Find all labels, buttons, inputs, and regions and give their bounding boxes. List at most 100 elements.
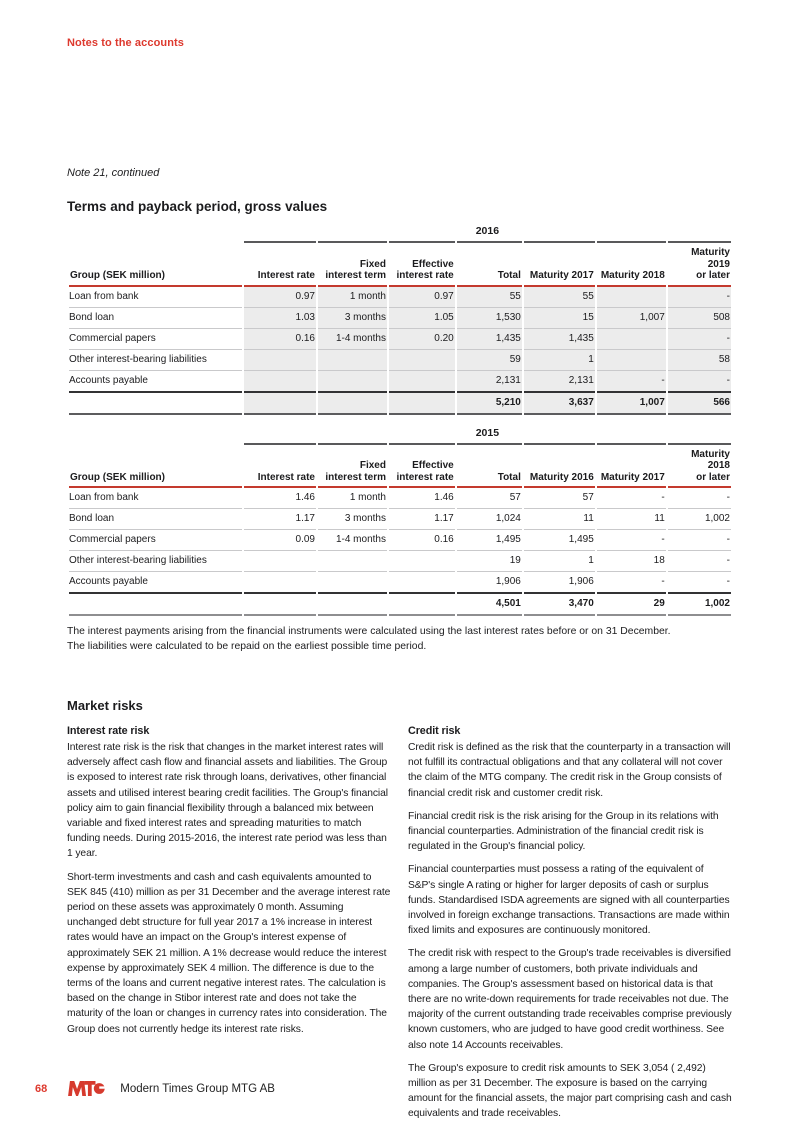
table-row: Loan from bank 1.46 1 month 1.46 57 57- - xyxy=(69,488,731,509)
cell-value: 1,530 xyxy=(456,307,522,329)
row-label: Commercial papers xyxy=(69,530,242,551)
total-value xyxy=(69,390,242,415)
cell-value: 3 months xyxy=(318,509,387,530)
total-value xyxy=(243,592,316,616)
cell-value: 0.97 xyxy=(388,286,455,308)
table-row: Accounts payable 2,131 2,131- - xyxy=(69,370,731,391)
total-value: 29 xyxy=(596,592,666,616)
table-row: Other interest-bearing liabilities 59 1 58 xyxy=(69,349,731,371)
page-footer: 68 Modern Times Group MTG AB xyxy=(35,1080,275,1097)
cell-value: - xyxy=(667,328,731,350)
year-row: 2015 xyxy=(69,427,731,443)
cell-value: 1.17 xyxy=(243,509,316,530)
row-label: Accounts payable xyxy=(69,374,148,386)
row-label: Loan from bank xyxy=(69,287,242,308)
column-header: Maturity 2019 or later xyxy=(667,243,731,287)
cell-value: 2,131 xyxy=(456,370,522,391)
cell-value: 1,906 xyxy=(568,576,594,587)
cell-value: 1.03 xyxy=(243,307,316,329)
cell-value: 1,024 xyxy=(456,509,522,530)
cell-value: 59 xyxy=(456,349,522,371)
total-value xyxy=(318,390,387,415)
total-value xyxy=(69,592,242,616)
cell-value xyxy=(243,551,316,572)
totals-row: 4,501 3,470 29 1,002 xyxy=(69,592,731,616)
table-row: Commercial papers 0.16 1-4 months 0.20 1,435… xyxy=(69,328,731,350)
cell-value xyxy=(596,286,666,308)
column-header: Total xyxy=(456,243,522,287)
cell-value: - xyxy=(596,488,666,509)
interest-rate-risk-column: Interest rate risk Interest rate risk is… xyxy=(67,724,392,1130)
row-label: Accounts payable xyxy=(69,576,148,587)
table-row: Loan from bank 0.97 1 month 0.97 55 55- xyxy=(69,286,731,308)
cell-value: 1 month xyxy=(318,488,387,509)
cell-value: - xyxy=(667,530,731,551)
cell-value xyxy=(244,572,316,592)
cell-value: 0.16 xyxy=(388,530,455,551)
table-note: The interest payments arising from the f… xyxy=(67,624,733,654)
terms-table-2015: 2015 Group (SEK million) Interest rate Fixe… xyxy=(67,427,733,616)
year-label: 2015 xyxy=(475,426,500,439)
row-label: Commercial papers xyxy=(69,329,242,350)
total-value: 5,210 xyxy=(456,390,522,415)
cell-value: 1.17 xyxy=(388,509,455,530)
cell-value: 0.16 xyxy=(243,328,316,350)
cell-value: 1 xyxy=(523,349,595,371)
company-name: Modern Times Group MTG AB xyxy=(120,1082,275,1095)
cell-value: 1,002 xyxy=(667,509,731,530)
cell-value: 1-4 months xyxy=(318,328,387,350)
row-label: Bond loan xyxy=(69,308,242,329)
column-header: Effective interest rate xyxy=(388,445,455,488)
cell-value xyxy=(318,370,387,391)
cell-value xyxy=(243,370,316,391)
column-header: Maturity 2018 xyxy=(596,243,666,287)
cell-value: - xyxy=(661,576,665,587)
cell-value xyxy=(388,370,455,391)
total-value xyxy=(388,592,455,616)
paragraph: Financial credit risk is the risk arisin… xyxy=(408,810,719,853)
row-label: Other interest-bearing liabilities xyxy=(69,551,242,572)
year-rule xyxy=(69,442,731,445)
cell-value: 1-4 months xyxy=(318,530,387,551)
paragraph: The credit risk with respect to the Grou… xyxy=(408,948,732,1051)
cell-value: 2,131 xyxy=(523,370,595,391)
column-header: Group (SEK million) xyxy=(69,243,242,287)
cell-value xyxy=(388,349,455,371)
total-value: 3,470 xyxy=(523,592,595,616)
cell-value xyxy=(318,572,387,592)
credit-risk-heading: Credit risk xyxy=(408,724,461,737)
table-row: Bond loan 1.17 3 months 1.17 1,024 11 11 1,002 xyxy=(69,509,731,530)
paragraph: Financial counterparties must possess a … xyxy=(408,864,730,937)
cell-value xyxy=(596,328,666,350)
cell-value xyxy=(243,349,316,371)
cell-value: 1,906 xyxy=(495,576,521,587)
cell-value: 19 xyxy=(456,551,522,572)
totals-row: 5,210 3,637 1,007 566 xyxy=(69,390,731,415)
cell-value: - xyxy=(596,370,666,391)
year-rule xyxy=(69,241,731,243)
cell-value: - xyxy=(726,576,730,587)
total-value: 3,637 xyxy=(523,390,595,415)
column-header: Interest rate xyxy=(243,445,316,488)
cell-value: - xyxy=(667,286,731,308)
page-content: Terms and payback period, gross values 2… xyxy=(67,199,733,1130)
total-value xyxy=(243,390,316,415)
table-row: Bond loan 1.03 3 months 1.05 1,530 15 1,007 508 xyxy=(69,307,731,329)
cell-value: 15 xyxy=(523,307,595,329)
cell-value: 18 xyxy=(596,551,666,572)
cell-value: 508 xyxy=(667,307,731,329)
cell-value xyxy=(596,349,666,371)
row-label: Other interest-bearing liabilities xyxy=(69,350,242,371)
cell-value xyxy=(389,572,455,592)
column-header: Fixed interest term xyxy=(318,243,387,287)
table-row: Other interest-bearing liabilities 19 1 18- xyxy=(69,551,731,572)
cell-value: 1,435 xyxy=(523,328,595,350)
cell-value: 3 months xyxy=(318,307,387,329)
row-label: Bond loan xyxy=(69,509,242,530)
column-header: Fixed interest term xyxy=(318,445,387,488)
cell-value: 0.20 xyxy=(388,328,455,350)
cell-value: 57 xyxy=(523,488,595,509)
cell-value: 1 month xyxy=(318,286,387,308)
cell-value: 1.46 xyxy=(243,488,316,509)
